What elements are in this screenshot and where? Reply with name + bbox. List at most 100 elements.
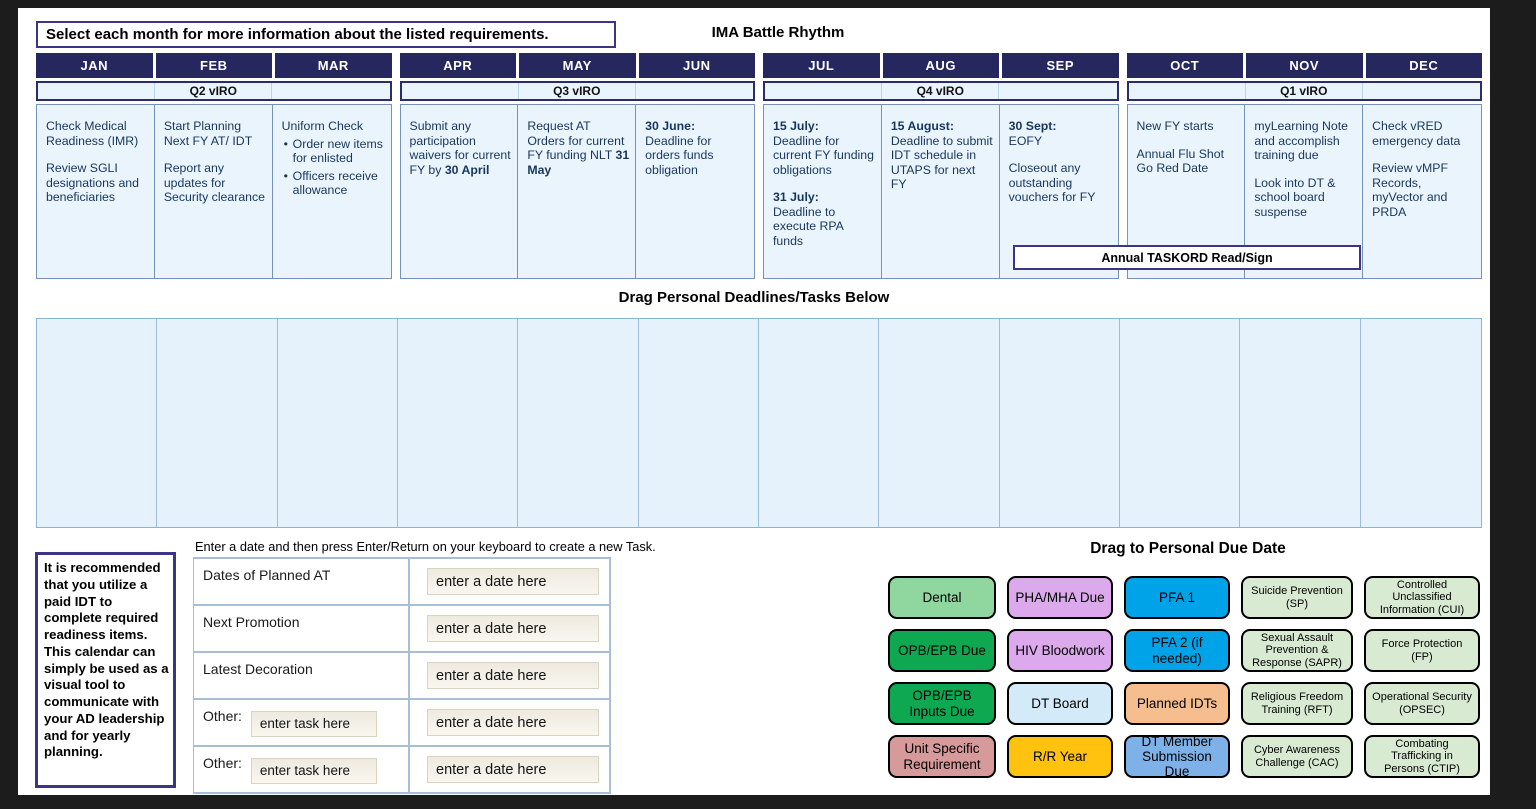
month-text: 31 July: Deadline to execute RPA funds bbox=[773, 190, 844, 248]
task-row-label-cell: Latest Decoration bbox=[194, 653, 410, 698]
drop-cell-oct[interactable] bbox=[1120, 319, 1241, 527]
month-cell-may[interactable]: Request AT Orders for current FY funding… bbox=[518, 105, 637, 278]
month-text: Request AT Orders for current FY funding… bbox=[527, 119, 633, 177]
chip-r-r-year[interactable]: R/R Year bbox=[1007, 735, 1113, 778]
month-cell-jan[interactable]: Check Medical Readiness (IMR) Review SGLI… bbox=[37, 105, 155, 278]
quarter-label: Q2 vIRO bbox=[155, 83, 273, 99]
chip-dental[interactable]: Dental bbox=[888, 576, 996, 619]
task-name-input[interactable] bbox=[250, 710, 377, 737]
drop-cell-apr[interactable] bbox=[398, 319, 519, 527]
chip-controlled-unclassified-information-cui[interactable]: Controlled Unclassified Information (CUI… bbox=[1364, 576, 1480, 619]
month-header-jun[interactable]: JUN bbox=[638, 53, 755, 78]
month-header-jan[interactable]: JAN bbox=[36, 53, 153, 78]
chip-pfa-2-if-needed[interactable]: PFA 2 (if needed) bbox=[1124, 629, 1230, 672]
drop-cell-sep[interactable] bbox=[1000, 319, 1120, 527]
task-row-date-cell bbox=[410, 747, 609, 792]
month-header-row: OCT NOV DEC bbox=[1126, 53, 1482, 78]
month-text: 30 June: Deadline for orders funds oblig… bbox=[645, 119, 714, 177]
month-cell-aug[interactable]: 15 August: Deadline to submit IDT schedu… bbox=[882, 105, 1000, 278]
chip-opb-epb-due[interactable]: OPB/EPB Due bbox=[888, 629, 996, 672]
chip-unit-specific-requirement[interactable]: Unit Specific Requirement bbox=[888, 735, 996, 778]
month-header-row: JUL AUG SEP bbox=[763, 53, 1119, 78]
drop-cell-dec[interactable] bbox=[1361, 319, 1481, 527]
quarter-bar-segment bbox=[999, 83, 1116, 99]
chip-planned-idts[interactable]: Planned IDTs bbox=[1124, 682, 1230, 725]
drop-cell-mar[interactable] bbox=[278, 319, 398, 527]
month-text: Start Planning Next FY AT/ IDT bbox=[163, 119, 253, 148]
month-header-oct[interactable]: OCT bbox=[1126, 53, 1243, 78]
chip-sexual-assault-prevention-response-sapr[interactable]: Sexual Assault Prevention & Response (SA… bbox=[1241, 629, 1353, 672]
month-cell-nov[interactable]: myLearning Note and accomplish training … bbox=[1245, 105, 1364, 278]
task-row-4: Other: bbox=[194, 700, 609, 747]
quarter-label: Q3 vIRO bbox=[519, 83, 636, 99]
month-text: 15 August: Deadline to submit IDT schedu… bbox=[890, 119, 993, 191]
month-cell-apr[interactable]: Submit any participation waivers for cur… bbox=[401, 105, 519, 278]
month-header-sep[interactable]: SEP bbox=[1002, 53, 1119, 78]
month-cell-jul[interactable]: 15 July: Deadline for current FY funding… bbox=[764, 105, 882, 278]
quarter-label: Q4 vIRO bbox=[882, 83, 1000, 99]
task-row-5: Other: bbox=[194, 747, 609, 794]
chip-dt-member-submission-due[interactable]: DT Member Submission Due bbox=[1124, 734, 1230, 779]
quarter-bar-q1-viro: Q1 vIRO bbox=[1126, 81, 1482, 101]
task-row-date-cell bbox=[410, 700, 609, 745]
month-cell-row: Check Medical Readiness (IMR) Review SGLI… bbox=[36, 104, 392, 279]
date-input[interactable] bbox=[427, 756, 599, 783]
chip-opb-epb-inputs-due[interactable]: OPB/EPB Inputs Due bbox=[888, 682, 996, 725]
drop-cell-nov[interactable] bbox=[1240, 319, 1361, 527]
month-text: Submit any participation waivers for cur… bbox=[409, 119, 515, 177]
task-entry-instruction: Enter a date and then press Enter/Return… bbox=[195, 539, 656, 554]
chip-dt-board[interactable]: DT Board bbox=[1007, 682, 1113, 725]
chip-pfa-1[interactable]: PFA 1 bbox=[1124, 576, 1230, 619]
drop-cell-jan[interactable] bbox=[37, 319, 158, 527]
date-input[interactable] bbox=[427, 662, 599, 689]
chip-pha-mha-due[interactable]: PHA/MHA Due bbox=[1007, 576, 1113, 619]
drop-cell-feb[interactable] bbox=[157, 319, 278, 527]
drop-cell-jul[interactable] bbox=[759, 319, 880, 527]
date-input[interactable] bbox=[427, 709, 599, 736]
chip-religious-freedom-training-rft[interactable]: Religious Freedom Training (RFT) bbox=[1241, 682, 1353, 725]
drop-cell-aug[interactable] bbox=[879, 319, 1000, 527]
quarter-bar-segment bbox=[272, 83, 389, 99]
chip-force-protection-fp[interactable]: Force Protection (FP) bbox=[1364, 629, 1480, 672]
instruction-banner: Select each month for more information a… bbox=[36, 21, 616, 48]
month-header-jul[interactable]: JUL bbox=[763, 53, 880, 78]
chip-combating-trafficking-in-persons-ctip[interactable]: Combating Trafficking in Persons (CTIP) bbox=[1364, 735, 1480, 778]
month-header-feb[interactable]: FEB bbox=[155, 53, 272, 78]
task-row-date-cell bbox=[410, 606, 609, 651]
month-header-dec[interactable]: DEC bbox=[1365, 53, 1482, 78]
month-cell-jun[interactable]: 30 June: Deadline for orders funds oblig… bbox=[636, 105, 754, 278]
month-text: Report any updates for Security clearanc… bbox=[163, 161, 265, 204]
chip-operational-security-opsec[interactable]: Operational Security (OPSEC) bbox=[1364, 682, 1480, 725]
month-cell-dec[interactable]: Check vRED emergency data Review vMPF Rec… bbox=[1363, 105, 1481, 278]
chip-hiv-bloodwork[interactable]: HIV Bloodwork bbox=[1007, 629, 1113, 672]
date-input[interactable] bbox=[427, 568, 599, 595]
quarter-bar-q2-viro: Q2 vIRO bbox=[36, 81, 392, 101]
task-name-input[interactable] bbox=[250, 757, 377, 784]
quarter-bar-segment bbox=[38, 83, 156, 99]
month-header-row: JAN FEB MAR bbox=[36, 53, 392, 78]
month-header-mar[interactable]: MAR bbox=[275, 53, 392, 78]
quarter-bar-q4-viro: Q4 vIRO bbox=[763, 81, 1119, 101]
month-cell-mar[interactable]: Uniform Check Order new items for enliste… bbox=[273, 105, 391, 278]
drop-cell-may[interactable] bbox=[518, 319, 639, 527]
task-row-label: Other: bbox=[203, 708, 242, 724]
month-header-aug[interactable]: AUG bbox=[882, 53, 999, 78]
due-date-title: Drag to Personal Due Date bbox=[1090, 540, 1286, 557]
month-header-apr[interactable]: APR bbox=[399, 53, 516, 78]
month-text: Annual Flu Shot Go Red Date bbox=[1136, 146, 1228, 176]
month-header-nov[interactable]: NOV bbox=[1246, 53, 1363, 78]
date-input[interactable] bbox=[427, 615, 599, 642]
month-cell-sep[interactable]: 30 Sept: EOFY Closeout any outstanding vo… bbox=[1000, 105, 1118, 278]
chip-cyber-awareness-challenge-cac[interactable]: Cyber Awareness Challenge (CAC) bbox=[1241, 735, 1353, 778]
month-header-may[interactable]: MAY bbox=[519, 53, 636, 78]
month-cell-feb[interactable]: Start Planning Next FY AT/ IDT Report any… bbox=[155, 105, 273, 278]
month-text: Officers receive allowance bbox=[282, 169, 386, 198]
chip-suicide-prevention-sp[interactable]: Suicide Prevention (SP) bbox=[1241, 576, 1353, 619]
month-cell-oct[interactable]: New FY starts Annual Flu Shot Go Red Date bbox=[1128, 105, 1246, 278]
task-entry-table: Dates of Planned AT Next Promotion Latest … bbox=[193, 557, 611, 794]
task-row-label-cell: Next Promotion bbox=[194, 606, 410, 651]
page-title: IMA Battle Rhythm bbox=[711, 24, 845, 41]
drop-cell-jun[interactable] bbox=[639, 319, 759, 527]
quarter-group-q2-viro: JAN FEB MAR Q2 vIRO Check Medical Readiness … bbox=[36, 53, 392, 279]
